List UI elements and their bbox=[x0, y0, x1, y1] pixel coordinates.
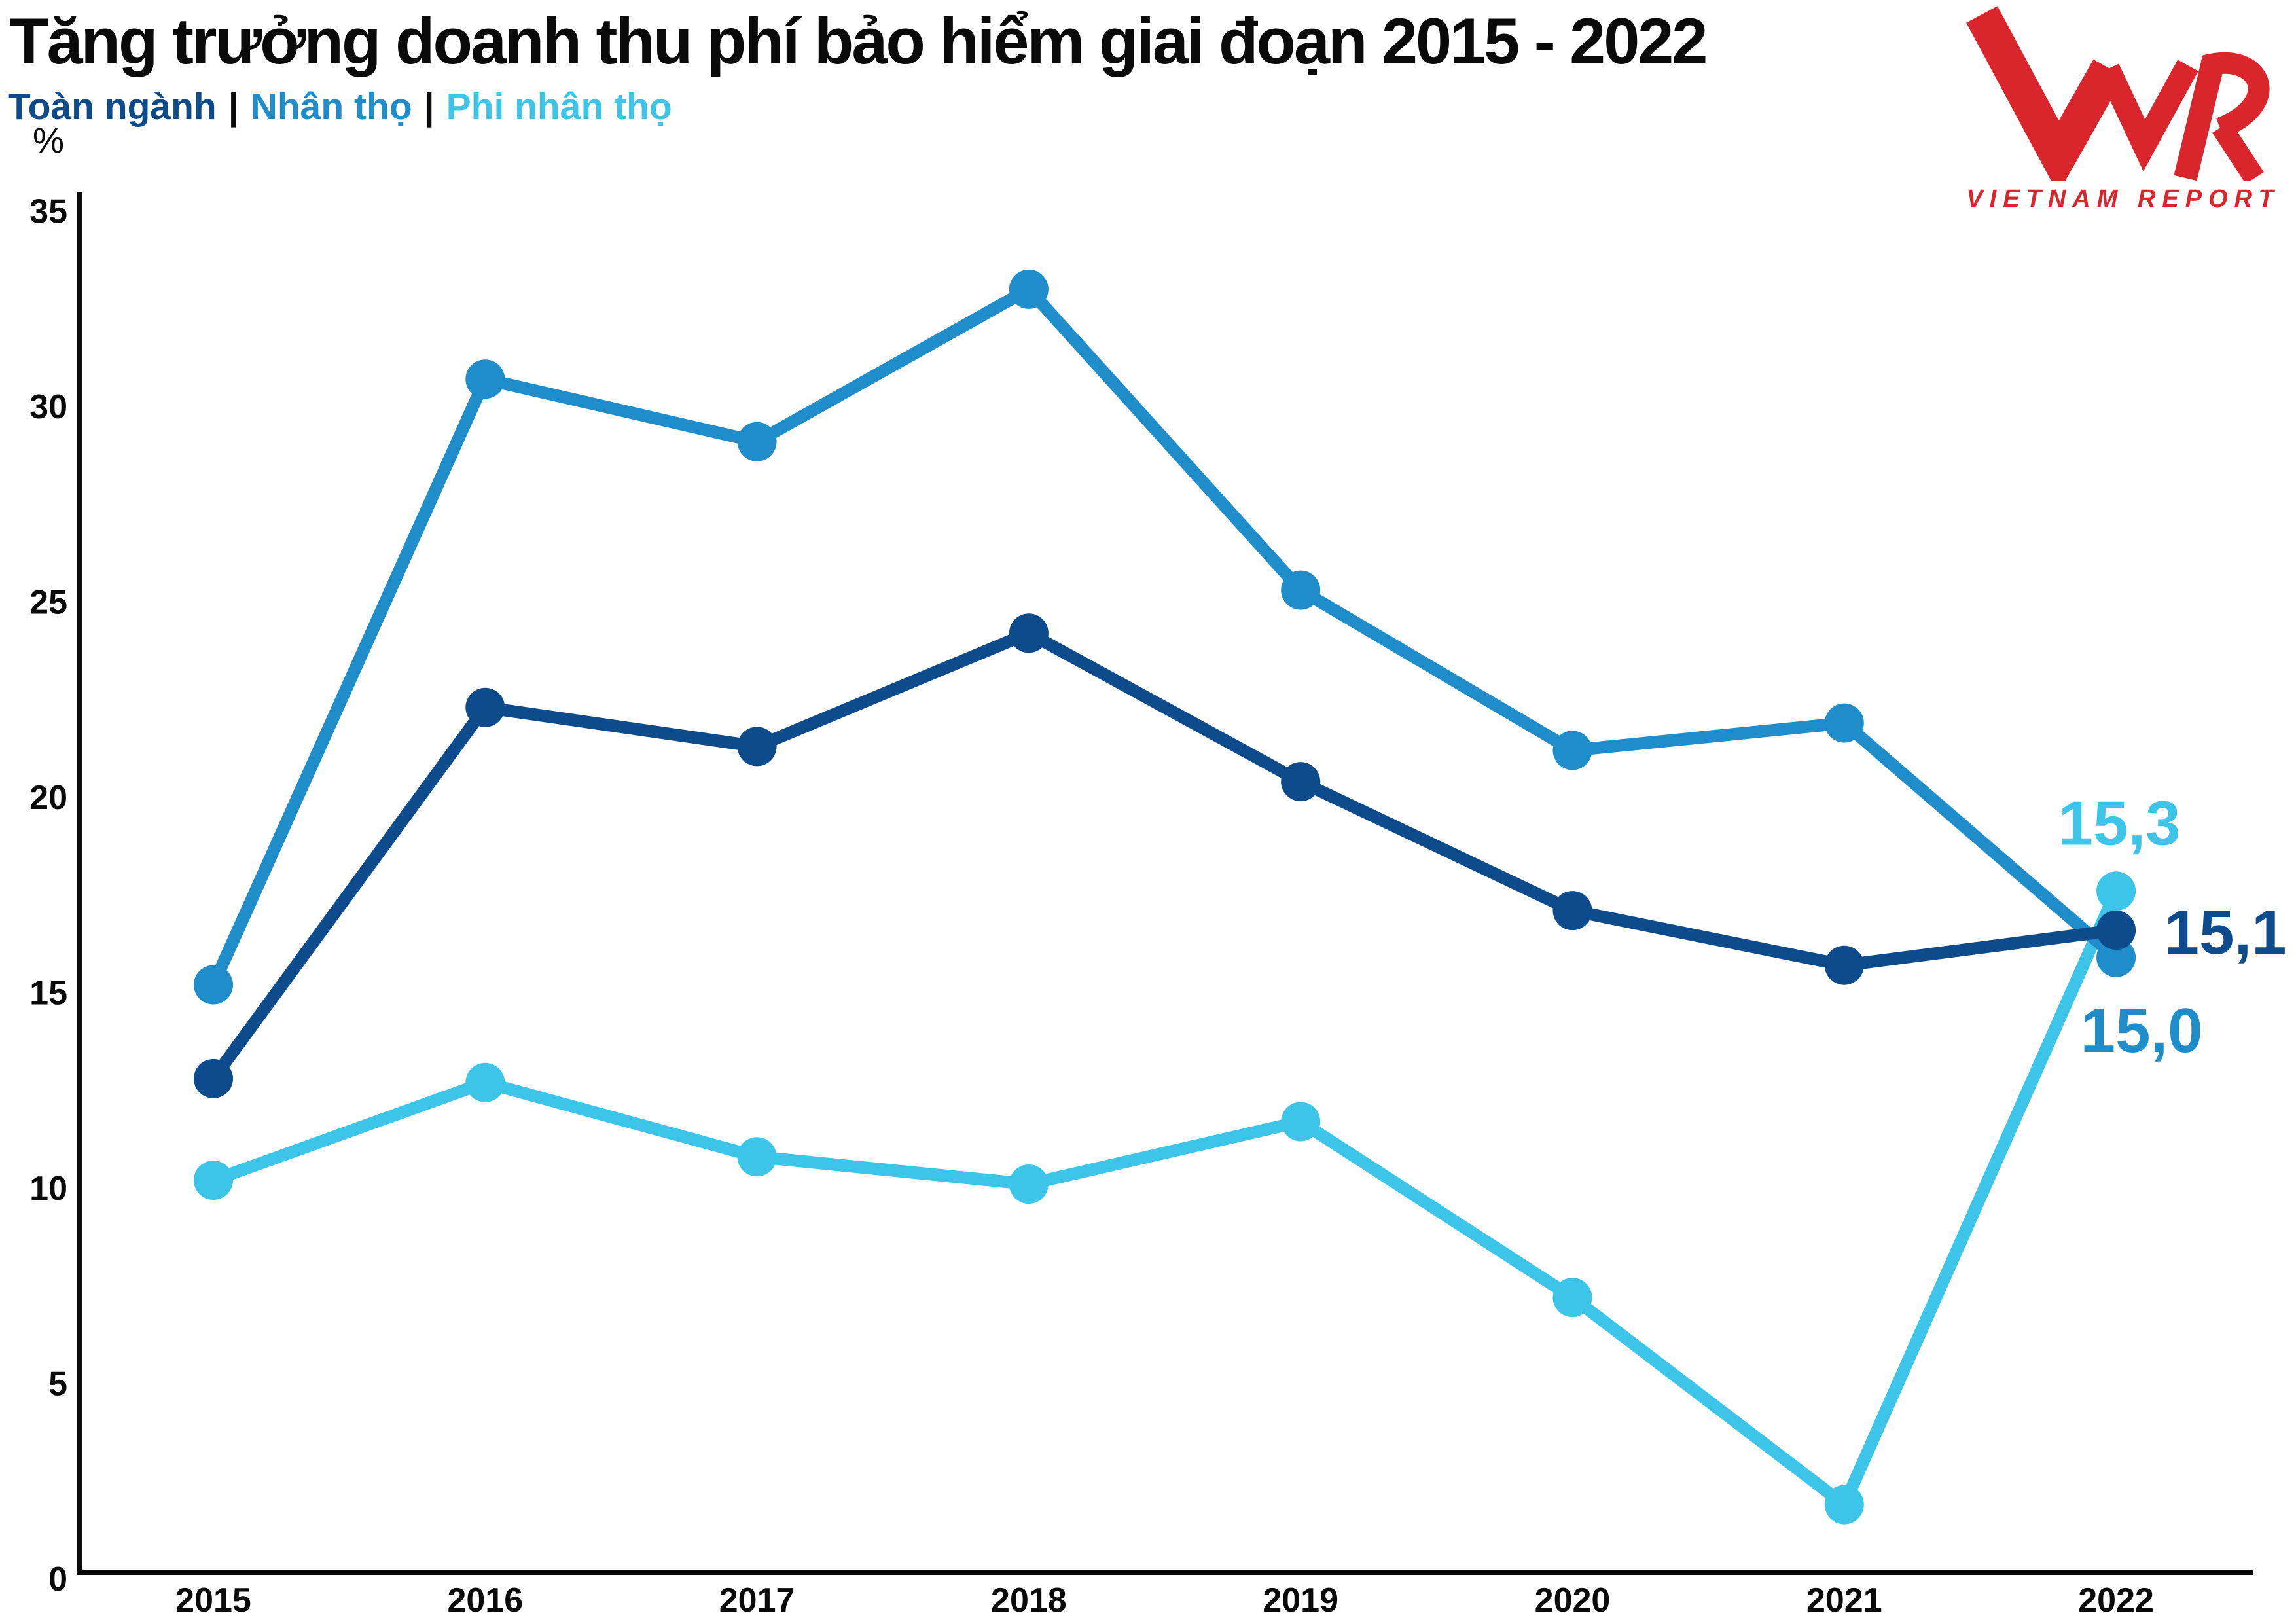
end-value-label-Nhân thọ: 15,0 bbox=[2081, 996, 2203, 1066]
data-point-Phi nhân thọ bbox=[1824, 1485, 1864, 1525]
y-tick-label: 5 bbox=[48, 1365, 67, 1403]
data-point-Toàn ngành bbox=[1824, 945, 1864, 985]
data-point-Nhân thọ bbox=[194, 965, 233, 1005]
x-tick-label: 2020 bbox=[1535, 1581, 1611, 1619]
data-point-Nhân thọ bbox=[1552, 731, 1592, 770]
legend-item-toan-nganh: Toàn ngành bbox=[8, 86, 217, 128]
legend-item-phi-nhan-tho: Phi nhân thọ bbox=[446, 86, 672, 128]
x-tick-label: 2021 bbox=[1806, 1581, 1882, 1619]
data-point-Toàn ngành bbox=[1281, 762, 1321, 802]
data-point-Toàn ngành bbox=[1552, 891, 1592, 931]
legend-separator: | bbox=[228, 86, 239, 128]
y-tick-label: 25 bbox=[29, 584, 67, 622]
end-value-label-Toàn ngành: 15,1 bbox=[2164, 897, 2287, 967]
page-title: Tăng trưởng doanh thu phí bảo hiểm giai … bbox=[9, 5, 1708, 77]
series-line-Toàn ngành bbox=[208, 626, 2117, 1083]
data-point-Toàn ngành bbox=[2096, 910, 2136, 950]
data-point-Nhân thọ bbox=[1824, 703, 1864, 743]
x-tick-label: 2017 bbox=[719, 1581, 795, 1619]
data-point-Nhân thọ bbox=[1281, 570, 1321, 610]
y-tick-label: 0 bbox=[48, 1561, 67, 1598]
logo-wordmark: VIETNAM REPORT bbox=[1966, 185, 2280, 213]
x-tick-label: 2022 bbox=[2078, 1581, 2154, 1619]
vnr-monogram-icon bbox=[1966, 6, 2270, 194]
x-tick-label: 2018 bbox=[991, 1581, 1067, 1619]
data-point-Phi nhân thọ bbox=[1281, 1102, 1321, 1142]
y-tick-label: 15 bbox=[29, 975, 67, 1013]
vietnam-report-logo: VIETNAM REPORT bbox=[1957, 5, 2289, 213]
data-point-Phi nhân thọ bbox=[465, 1062, 505, 1102]
data-point-Toàn ngành bbox=[737, 727, 777, 767]
x-tick-label: 2016 bbox=[447, 1581, 523, 1619]
y-axis-unit-label: % bbox=[33, 121, 65, 160]
data-point-Nhân thọ bbox=[2096, 937, 2136, 977]
data-point-Toàn ngành bbox=[194, 1058, 233, 1098]
y-tick-label: 20 bbox=[29, 779, 67, 817]
legend: Toàn ngành | Nhân thọ | Phi nhân thọ bbox=[8, 85, 672, 128]
y-tick-label: 35 bbox=[29, 193, 67, 231]
legend-item-nhan-tho: Nhân thọ bbox=[250, 86, 412, 128]
end-value-label-Phi nhân thọ: 15,3 bbox=[2058, 788, 2181, 858]
series-line-Phi nhân thọ bbox=[211, 888, 2122, 1515]
data-point-Nhân thọ bbox=[1009, 269, 1049, 309]
data-point-Nhân thọ bbox=[465, 359, 505, 399]
data-point-Toàn ngành bbox=[1009, 613, 1049, 653]
y-axis-line bbox=[77, 192, 82, 1575]
x-axis-line bbox=[77, 1570, 2253, 1575]
data-point-Phi nhân thọ bbox=[1552, 1278, 1592, 1318]
data-point-Phi nhân thọ bbox=[194, 1161, 233, 1200]
data-point-Phi nhân thọ bbox=[737, 1137, 777, 1177]
data-point-Phi nhân thọ bbox=[2096, 871, 2136, 911]
y-tick-label: 30 bbox=[29, 388, 67, 426]
y-tick-label: 10 bbox=[29, 1170, 67, 1208]
x-tick-label: 2019 bbox=[1263, 1581, 1338, 1619]
legend-separator: | bbox=[423, 86, 435, 128]
data-point-Toàn ngành bbox=[465, 687, 505, 727]
x-tick-label: 2015 bbox=[175, 1581, 251, 1619]
series-line-Nhân thọ bbox=[207, 281, 2121, 988]
data-point-Nhân thọ bbox=[737, 422, 777, 461]
data-point-Phi nhân thọ bbox=[1009, 1164, 1049, 1204]
